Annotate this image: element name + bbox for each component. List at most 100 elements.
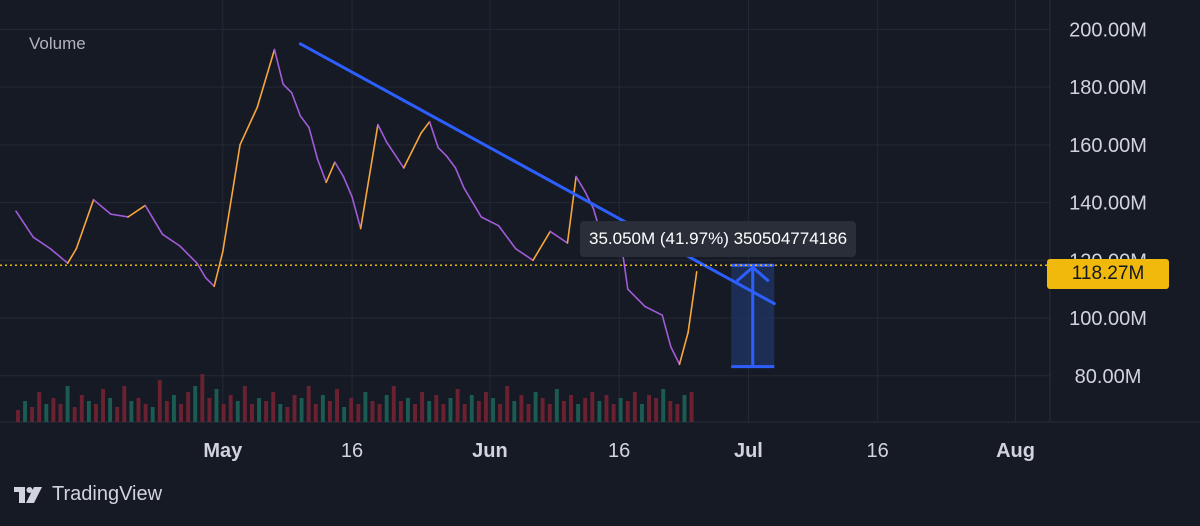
volume-bar	[533, 392, 538, 422]
volume-bar	[526, 404, 531, 422]
volume-bar	[561, 401, 566, 422]
line-segment	[256, 48, 276, 109]
volume-bar	[292, 395, 297, 422]
line-segment	[196, 262, 207, 279]
tradingview-logo-icon	[14, 486, 42, 503]
line-segment	[359, 123, 379, 230]
volume-bar	[193, 386, 198, 422]
volume-bar	[86, 401, 91, 422]
volume-bar	[16, 410, 20, 422]
line-segment	[420, 120, 431, 135]
x-axis-ticks: May 16 Jun 16 Jul 16 Aug	[203, 440, 1035, 462]
volume-bar	[207, 398, 212, 422]
volume-bar	[604, 395, 609, 422]
volume-bar	[583, 398, 588, 422]
volume-bar	[327, 401, 332, 422]
line-segment	[583, 190, 595, 210]
volume-bar	[235, 401, 240, 422]
line-segment	[334, 161, 345, 178]
volume-bar	[639, 404, 644, 422]
line-segment	[342, 175, 353, 198]
volume-bar	[434, 395, 439, 422]
line-segment	[626, 288, 638, 299]
volume-bar	[101, 389, 105, 422]
volume-bar	[654, 398, 659, 422]
line-segment	[290, 92, 302, 117]
volume-bar	[51, 398, 56, 422]
volume-bar	[576, 404, 581, 422]
line-segment	[222, 144, 241, 253]
volume-bar	[476, 401, 481, 422]
volume-bar	[164, 401, 169, 422]
line-segment	[282, 83, 293, 94]
volume-line	[15, 48, 698, 366]
volume-bar	[278, 404, 283, 422]
volume-bar	[129, 401, 134, 422]
measure-tool[interactable]	[731, 263, 775, 369]
current-value-badge: 118.27M	[1047, 259, 1169, 289]
line-segment	[161, 233, 181, 247]
y-tick-label: 140.00M	[1069, 193, 1147, 215]
line-segment	[635, 297, 646, 308]
volume-bar	[498, 404, 503, 422]
line-segment	[549, 230, 569, 244]
volume-bar	[242, 386, 247, 422]
x-tick-label: Aug	[996, 440, 1035, 462]
measurement-tooltip: 35.050M (41.97%) 350504774186	[580, 221, 857, 257]
volume-bar	[540, 398, 545, 422]
line-segment	[463, 187, 474, 204]
volume-bar	[122, 386, 127, 422]
line-segment	[109, 213, 129, 218]
volume-bar	[455, 389, 460, 422]
trendline[interactable]	[298, 42, 776, 306]
line-segment	[49, 247, 69, 264]
volume-bar	[58, 404, 63, 422]
x-tick-label: 16	[341, 440, 363, 462]
line-segment	[377, 123, 388, 143]
volume-bar	[264, 401, 269, 422]
volume-bar	[150, 407, 155, 422]
volume-bar	[79, 395, 84, 422]
grid-lines	[0, 0, 1200, 423]
line-segment	[402, 132, 422, 169]
line-segment	[437, 146, 448, 158]
volume-bar	[405, 398, 410, 422]
line-segment	[497, 224, 517, 250]
volume-bar	[363, 392, 368, 422]
volume-bar	[157, 380, 162, 422]
line-segment	[471, 201, 483, 218]
volume-bar	[221, 404, 226, 422]
line-segment	[204, 276, 215, 288]
y-tick-label: 180.00M	[1069, 77, 1147, 99]
brand[interactable]: TradingView	[14, 483, 162, 506]
volume-bar	[661, 389, 666, 422]
volume-bar	[349, 398, 354, 422]
volume-bar	[228, 395, 233, 422]
volume-bar	[413, 404, 417, 422]
volume-bar	[398, 401, 403, 422]
volume-bar	[342, 407, 347, 422]
volume-bar	[313, 404, 318, 422]
line-segment	[575, 175, 586, 192]
volume-bar	[618, 398, 623, 422]
line-segment	[532, 230, 552, 262]
volume-bar	[689, 392, 694, 422]
line-segment	[15, 210, 35, 239]
line-segment	[92, 198, 112, 215]
line-segment	[385, 141, 405, 169]
line-segment	[66, 247, 78, 264]
x-tick-label: Jun	[472, 440, 508, 462]
volume-bar	[611, 404, 616, 422]
y-tick-label: 100.00M	[1069, 308, 1147, 330]
volume-bar	[370, 401, 375, 422]
volume-bar	[590, 392, 595, 422]
line-segment	[273, 48, 284, 85]
volume-bar	[597, 401, 602, 422]
volume-bar	[554, 389, 559, 422]
volume-bar	[448, 398, 453, 422]
volume-bar	[271, 392, 276, 422]
volume-bar	[668, 401, 673, 422]
volume-bar	[108, 398, 113, 422]
line-segment	[325, 161, 336, 184]
